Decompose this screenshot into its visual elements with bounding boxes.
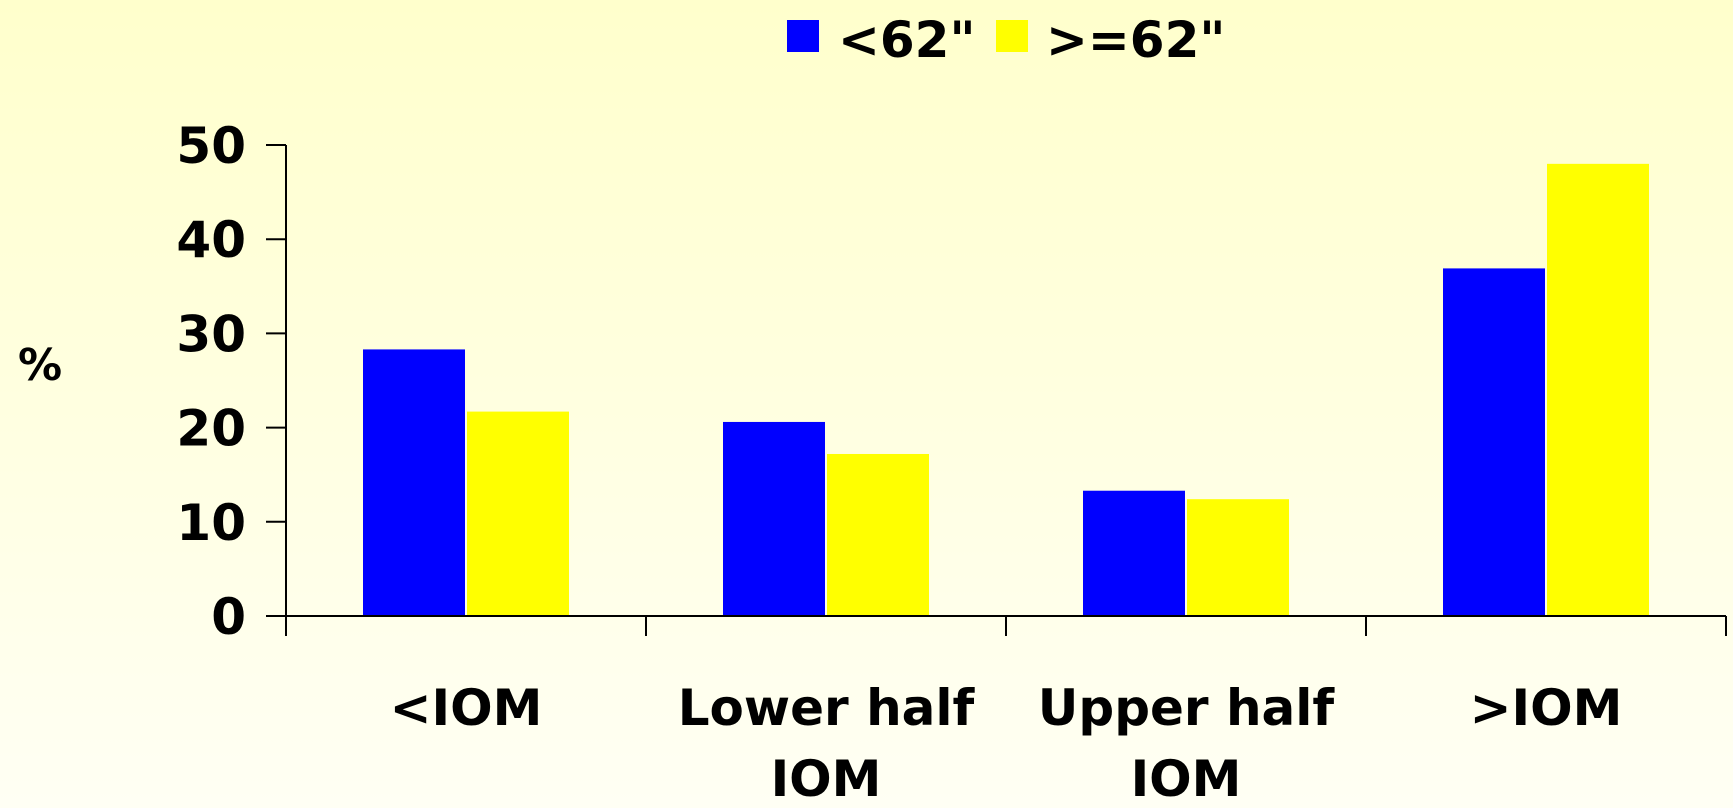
bar-series-0-cat-2 (1083, 490, 1185, 616)
y-tick-label: 10 (176, 494, 246, 552)
bar-series-1-cat-0 (467, 411, 569, 616)
bar-series-0-cat-3 (1443, 268, 1545, 616)
bar-series-1-cat-1 (827, 453, 929, 616)
x-category-label: <IOM (390, 679, 543, 737)
x-category-label: >IOM (1470, 679, 1623, 737)
y-tick-label: 40 (176, 211, 246, 269)
y-tick-label: 30 (176, 305, 246, 363)
y-tick-label: 50 (176, 117, 246, 175)
y-ticks: 0 10 20 30 40 50 (176, 117, 286, 646)
x-category-labels: <IOM Lower half IOM Upper half IOM >IOM (390, 679, 1623, 808)
x-category-label: IOM (771, 750, 882, 808)
legend-label: >=62" (1046, 11, 1225, 69)
legend: <62" >=62" (787, 11, 1225, 69)
legend-label: <62" (838, 11, 976, 69)
axes (285, 145, 1727, 636)
x-category-label: IOM (1131, 750, 1242, 808)
y-tick-label: 20 (176, 400, 246, 458)
bar-series-1-cat-2 (1187, 499, 1289, 616)
y-axis-label: % (18, 340, 62, 391)
x-category-label: Lower half (678, 679, 976, 737)
bar-series-1-cat-3 (1547, 163, 1649, 616)
bar-series-0-cat-0 (363, 349, 465, 616)
legend-swatch (787, 20, 819, 52)
legend-swatch (996, 20, 1028, 52)
bar-series-0-cat-1 (723, 421, 825, 616)
y-tick-label: 0 (211, 588, 246, 646)
bars (363, 163, 1649, 616)
x-category-label: Upper half (1038, 679, 1336, 737)
